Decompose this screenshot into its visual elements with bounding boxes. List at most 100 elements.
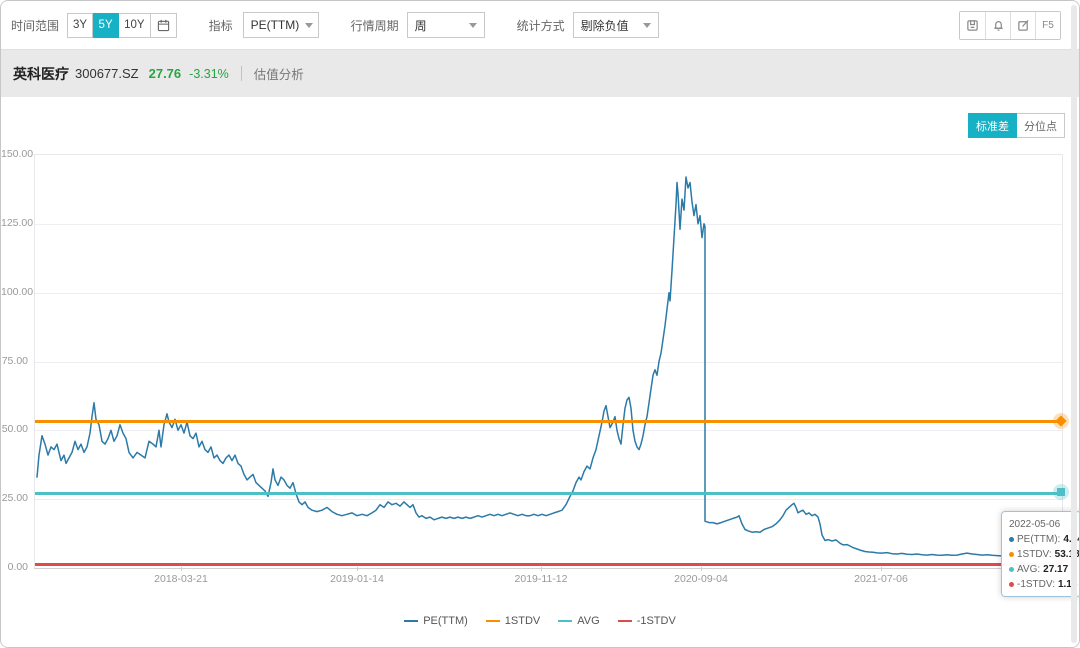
- y-axis-label: 150.00: [1, 148, 34, 160]
- x-axis-label: 2019-11-12: [514, 573, 568, 585]
- stock-change-percent: -3.31%: [189, 66, 229, 81]
- series-dot: [1009, 582, 1014, 587]
- chart-panel: 标准差 分位点 PE(TTM) 1STDV AVG -1STDV 2022-05-06…: [1, 97, 1079, 647]
- tooltip-label: 1STDV:: [1017, 549, 1052, 560]
- period-select[interactable]: 周: [406, 12, 485, 38]
- chart-legend: PE(TTM) 1STDV AVG -1STDV: [1, 615, 1079, 627]
- x-axis-tick: [881, 567, 882, 571]
- x-axis-label: 2020-09-04: [674, 573, 728, 585]
- save-button[interactable]: [960, 11, 985, 39]
- legend-dash: [485, 619, 500, 623]
- legend-item[interactable]: 1STDV: [485, 615, 541, 627]
- chevron-down-icon: [305, 22, 314, 28]
- reference-line-1stdv: [35, 420, 1062, 424]
- mode-toggle-group: 标准差 分位点: [968, 113, 1065, 138]
- edit-icon: [1017, 19, 1029, 31]
- top-toolbar: 时间范围 3Y 5Y 10Y 指标 PE(TTM) 行情周期 周: [1, 1, 1079, 49]
- stock-price: 27.76: [148, 66, 182, 81]
- time-range-label: 时间范围: [11, 18, 60, 33]
- chart-tooltip: 2022-05-06 PE(TTM):4.04 1STDV:53.18 AVG:27…: [1001, 511, 1079, 597]
- percentile-toggle[interactable]: 分位点: [1017, 113, 1065, 138]
- stock-header: 英科医疗 300677.SZ 27.76 -3.31% 估值分析: [1, 49, 1079, 97]
- series-dot: [1009, 552, 1014, 557]
- series-dot: [1009, 567, 1014, 572]
- period-value: 周: [414, 18, 427, 33]
- legend-dash: [404, 619, 419, 623]
- y-axis-label: 50.00: [1, 423, 28, 436]
- gridline: [35, 499, 1062, 501]
- series-dot: [1009, 537, 1014, 542]
- period-label: 行情周期: [350, 18, 399, 33]
- legend-item[interactable]: AVG: [558, 615, 600, 627]
- plot-area: [34, 154, 1063, 569]
- gridline: [35, 292, 1062, 294]
- calendar-icon: [157, 19, 169, 31]
- time-range-group: 3Y 5Y 10Y: [67, 12, 177, 38]
- stat-method-value: 剔除负值: [580, 18, 629, 33]
- y-axis-label: 75.00: [1, 354, 28, 367]
- indicator-select[interactable]: PE(TTM): [242, 12, 319, 38]
- tooltip-label: -1STDV:: [1017, 579, 1055, 590]
- gridline: [35, 361, 1062, 363]
- legend-dash: [558, 619, 573, 623]
- x-axis-label: 2018-03-21: [154, 573, 208, 585]
- tooltip-rows: PE(TTM):4.041STDV:53.18AVG:27.17-1STDV:1…: [1009, 534, 1079, 590]
- refresh-f5-button[interactable]: F5: [1035, 11, 1060, 39]
- tooltip-row: PE(TTM):4.04: [1009, 534, 1079, 545]
- tooltip-row: AVG: 27.17: [1009, 564, 1073, 575]
- y-axis-label: 0.00: [7, 561, 28, 573]
- legend-label: 1STDV: [504, 615, 541, 627]
- tooltip-label: PE(TTM):: [1017, 534, 1061, 545]
- legend-dash: [617, 619, 632, 623]
- y-axis-label: 100.00: [1, 285, 34, 298]
- divider: [240, 66, 242, 81]
- tooltip-row: -1STDV: 1.15: [1009, 579, 1077, 590]
- pe-line-chart: [36, 176, 1061, 558]
- alert-button[interactable]: [985, 11, 1010, 39]
- stock-name: 英科医疗: [13, 65, 69, 82]
- range-3y-button[interactable]: 3Y: [67, 12, 94, 38]
- legend-label: AVG: [577, 615, 600, 627]
- range-10y-button[interactable]: 10Y: [119, 12, 151, 38]
- save-icon: [967, 19, 978, 31]
- tooltip-date: 2022-05-06: [1009, 519, 1061, 530]
- legend-item[interactable]: -1STDV: [617, 615, 676, 627]
- edge-marker-diamond: [1053, 412, 1069, 429]
- x-axis-tick: [701, 567, 702, 571]
- marker-core: [1057, 488, 1065, 497]
- gridline: [35, 223, 1062, 225]
- legend-label: PE(TTM): [423, 615, 468, 627]
- reference-line-avg: [35, 491, 1062, 495]
- range-5y-button[interactable]: 5Y: [93, 12, 120, 38]
- std-dev-toggle[interactable]: 标准差: [968, 113, 1017, 138]
- pe-line: [36, 176, 1061, 558]
- y-axis-label: 25.00: [1, 492, 28, 505]
- tab-valuation-analysis[interactable]: 估值分析: [253, 68, 304, 82]
- legend-label: -1STDV: [636, 615, 676, 627]
- chevron-down-icon: [642, 22, 651, 28]
- stock-code: 300677.SZ: [75, 66, 139, 81]
- tooltip-value: 1.15: [1057, 579, 1078, 590]
- x-axis-tick: [541, 567, 542, 571]
- stat-method-select[interactable]: 剔除负值: [572, 12, 659, 38]
- x-axis-label: 2021-07-06: [854, 573, 908, 585]
- tooltip-value: 53.18: [1054, 549, 1080, 560]
- tooltip-row: 1STDV: 53.18: [1009, 549, 1079, 560]
- x-axis-tick: [357, 567, 358, 571]
- window-actions: F5: [959, 10, 1061, 40]
- indicator-label: 指标: [208, 18, 233, 33]
- tooltip-label: AVG:: [1017, 564, 1041, 575]
- legend-item[interactable]: PE(TTM): [404, 615, 468, 627]
- chevron-down-icon: [468, 22, 477, 28]
- stat-method-label: 统计方式: [516, 18, 565, 33]
- calendar-button[interactable]: [150, 12, 177, 38]
- bell-icon: [993, 20, 1003, 31]
- y-axis-label: 125.00: [1, 216, 34, 229]
- edit-button[interactable]: [1010, 11, 1035, 39]
- indicator-value: PE(TTM): [250, 18, 300, 32]
- tooltip-value: 27.17: [1043, 564, 1069, 575]
- right-scrollbar-track: [1071, 5, 1077, 643]
- gridline: [35, 430, 1062, 432]
- x-axis-tick: [181, 567, 182, 571]
